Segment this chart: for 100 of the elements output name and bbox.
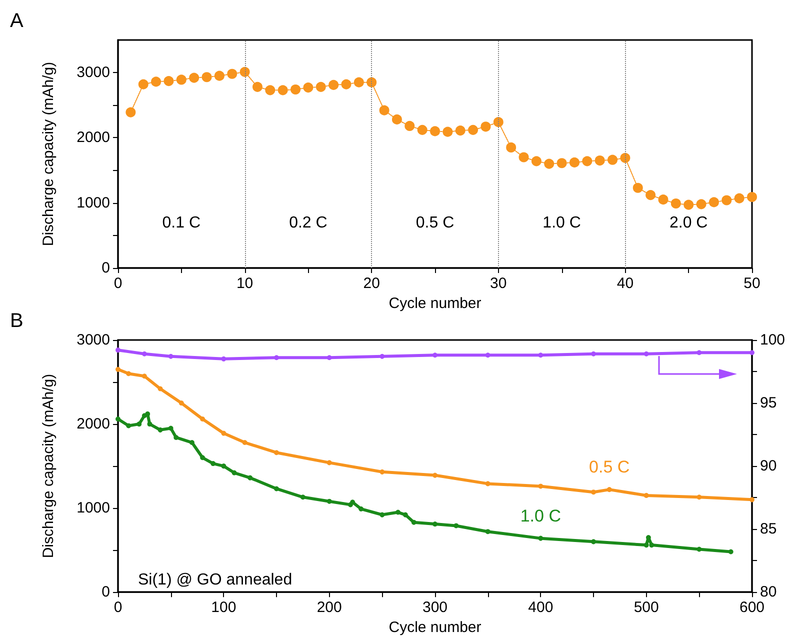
x-tick-label: 20 (363, 275, 380, 292)
point (531, 156, 542, 166)
point (326, 460, 332, 466)
y2-tick-label: 85 (760, 520, 777, 538)
point (591, 490, 596, 495)
point (734, 193, 744, 204)
point (454, 523, 459, 528)
point (750, 497, 754, 502)
point (380, 512, 385, 518)
point (303, 82, 314, 93)
point (200, 455, 206, 460)
x-tick-label: 400 (528, 599, 554, 616)
point (485, 481, 490, 486)
point (556, 158, 567, 168)
point (644, 492, 649, 498)
point (248, 475, 253, 480)
point (392, 114, 402, 124)
point (649, 542, 654, 548)
y-tick-label: 3000 (76, 332, 110, 348)
point (480, 122, 491, 132)
point (158, 427, 163, 432)
point (684, 200, 694, 210)
point (544, 158, 554, 169)
y-tick-label: 1000 (76, 194, 110, 212)
point (728, 549, 734, 554)
point (411, 520, 416, 525)
y-tick-label: 2000 (76, 129, 110, 146)
point (138, 79, 148, 90)
point (380, 469, 385, 474)
x-axis-title: Cycle number (388, 294, 482, 312)
point (151, 76, 162, 87)
x-tick-label: 600 (739, 599, 765, 616)
point (455, 126, 466, 136)
point (722, 195, 732, 206)
series-label: 1.0 C (520, 506, 561, 526)
point (214, 70, 224, 81)
point (468, 124, 478, 135)
y-axis-title: Discharge capacity (mAh/g) (40, 62, 57, 246)
point (354, 77, 364, 88)
x-tick-label: 0 (114, 599, 122, 616)
point (189, 72, 200, 83)
x-tick-label: 50 (744, 275, 760, 292)
point (168, 426, 174, 431)
series-label: 0.5 C (589, 458, 630, 477)
point (341, 79, 352, 90)
point (569, 157, 580, 168)
annotation: 2.0 C (669, 214, 708, 232)
point (126, 423, 132, 428)
x-tick-label: 300 (422, 599, 448, 616)
annotation: 0.1 C (162, 214, 201, 232)
y2-tick-label: 95 (760, 394, 777, 412)
y2-tick-label: 80 (760, 584, 777, 601)
point (210, 461, 216, 466)
point (646, 190, 656, 200)
annotation: 0.5 C (416, 214, 454, 232)
point (594, 156, 605, 166)
y-axis-title: Discharge capacity (mAh/g) (40, 374, 57, 558)
point (417, 124, 428, 135)
point (202, 72, 212, 82)
point (116, 416, 120, 422)
point (506, 142, 516, 152)
point (670, 198, 681, 209)
y-tick-label: 1000 (76, 500, 110, 517)
y2-tick-label: 90 (760, 458, 777, 475)
point (582, 156, 592, 166)
point (328, 80, 339, 90)
point (608, 154, 618, 165)
x-axis-title: Cycle number (388, 619, 482, 636)
x-tick-label: 0 (114, 275, 122, 292)
point (126, 107, 136, 118)
point (221, 430, 226, 436)
point (326, 498, 332, 504)
point (432, 522, 438, 527)
point (174, 434, 179, 440)
point (242, 440, 248, 446)
point (221, 464, 226, 469)
point (240, 66, 250, 77)
point (396, 510, 401, 515)
point (227, 68, 238, 79)
point (402, 512, 408, 518)
annotation: 0.2 C (289, 214, 328, 232)
point (178, 400, 184, 406)
point (145, 411, 150, 416)
point (646, 534, 651, 540)
point (164, 76, 174, 86)
x-tick-label: 500 (634, 599, 659, 616)
point (300, 494, 306, 500)
point (366, 77, 377, 88)
point (696, 199, 706, 210)
point (538, 484, 544, 489)
point (147, 422, 152, 427)
point (485, 529, 490, 534)
chart-title: B (10, 310, 24, 333)
point (606, 487, 612, 492)
point (350, 500, 356, 505)
point (126, 371, 132, 376)
point (158, 386, 163, 392)
point (696, 494, 702, 500)
point (176, 74, 186, 85)
annotation: 1.0 C (542, 214, 581, 232)
